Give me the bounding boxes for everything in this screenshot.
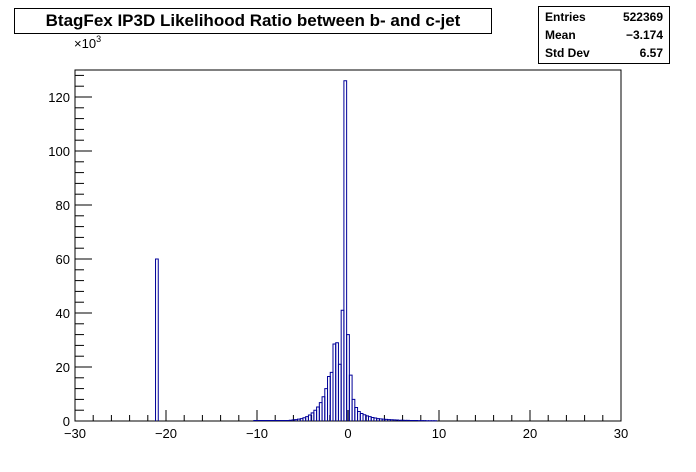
plot-border bbox=[74, 69, 622, 422]
stats-entries-value: 522369 bbox=[622, 10, 663, 24]
y-tick-label: 80 bbox=[56, 198, 70, 213]
x-tick-label: 30 bbox=[614, 426, 628, 441]
stats-entries-label: Entries bbox=[545, 10, 586, 24]
x-tick-label: 0 bbox=[344, 426, 351, 441]
x-tick-label: −20 bbox=[155, 426, 177, 441]
chart-title: BtagFex IP3D Likelihood Ratio between b-… bbox=[14, 8, 492, 34]
histogram-bin bbox=[155, 258, 159, 421]
histogram-bin bbox=[348, 374, 353, 421]
y-tick-label: 0 bbox=[63, 414, 70, 429]
stats-box: Entries 522369 Mean −3.174 Std Dev 6.57 bbox=[538, 6, 670, 64]
axis-tick-labels: −30 −20 −10 0 10 20 30 0 20 40 60 80 100 120 bbox=[48, 90, 628, 441]
x-tick-label: −30 bbox=[64, 426, 86, 441]
stats-mean-value: −3.174 bbox=[625, 28, 663, 42]
y-tick-label: 60 bbox=[56, 252, 70, 267]
y-tick-label: 20 bbox=[56, 360, 70, 375]
stats-mean-row: Mean −3.174 bbox=[545, 26, 663, 44]
stats-mean-label: Mean bbox=[545, 28, 576, 42]
histogram-bin bbox=[343, 80, 348, 421]
histogram-series bbox=[155, 80, 438, 422]
y-axis-multiplier: ×103 bbox=[74, 34, 101, 51]
stats-entries-row: Entries 522369 bbox=[545, 8, 663, 26]
plot-frame bbox=[74, 69, 622, 422]
stats-stddev-row: Std Dev 6.57 bbox=[545, 44, 663, 62]
stats-stddev-value: 6.57 bbox=[639, 46, 663, 60]
y-tick-label: 120 bbox=[48, 90, 70, 105]
y-tick-label: 100 bbox=[48, 144, 70, 159]
x-tick-label: 10 bbox=[432, 426, 446, 441]
y-axis-multiplier-exponent: 3 bbox=[96, 34, 101, 44]
stats-stddev-label: Std Dev bbox=[545, 46, 590, 60]
x-tick-label: −10 bbox=[246, 426, 268, 441]
x-tick-label: 20 bbox=[523, 426, 537, 441]
y-tick-label: 40 bbox=[56, 306, 70, 321]
axis-ticks bbox=[74, 74, 622, 422]
